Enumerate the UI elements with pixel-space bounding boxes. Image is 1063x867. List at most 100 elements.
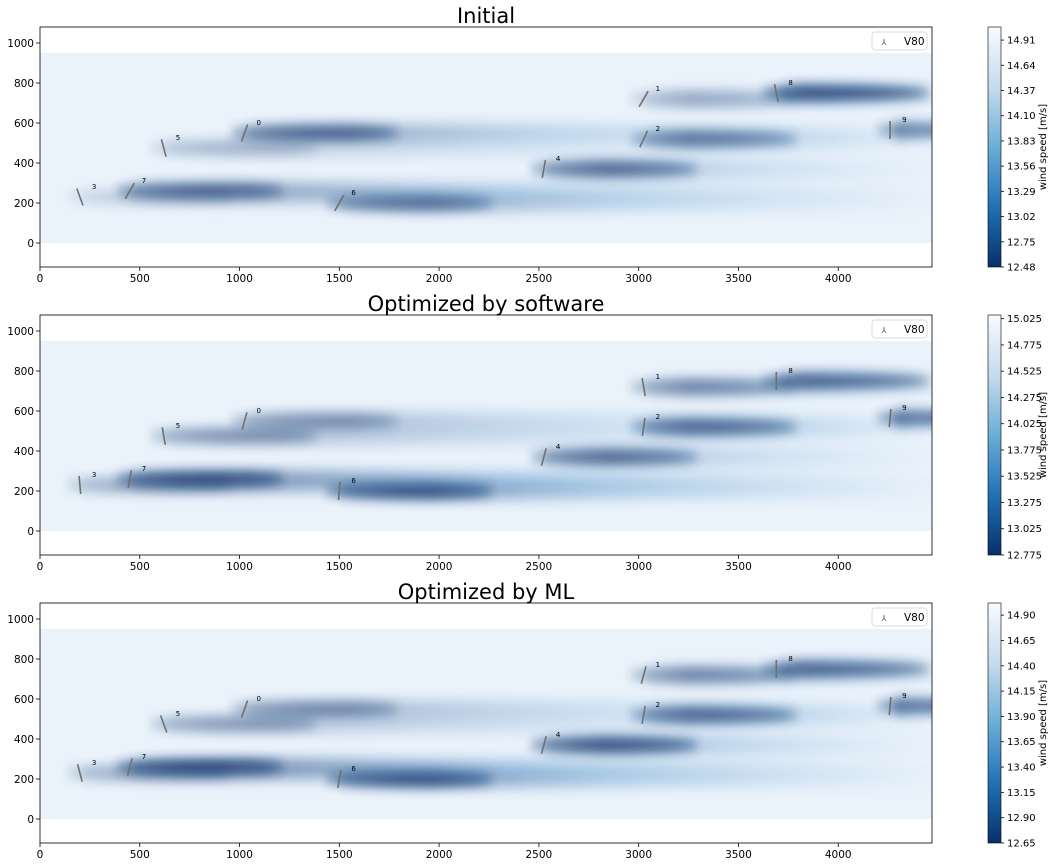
turbine-label-5: 5: [176, 710, 180, 718]
turbine-3[interactable]: [76, 188, 84, 206]
wake-4-core: [528, 451, 699, 463]
turbine-4[interactable]: [540, 736, 547, 754]
turbine-2[interactable]: [641, 417, 646, 437]
turbine-6[interactable]: [334, 194, 345, 212]
colorbar-label: wind speed [m/s]: [1038, 680, 1049, 766]
turbine-label-4: 4: [556, 731, 561, 739]
turbine-label-5: 5: [176, 422, 180, 430]
turbine-label-0: 0: [257, 119, 261, 127]
turbine-label-4: 4: [556, 155, 561, 163]
wake-4-core: [528, 163, 699, 175]
turbine-9[interactable]: [888, 408, 892, 428]
turbine-1[interactable]: [638, 90, 649, 108]
turbine-label-8: 8: [788, 79, 792, 87]
colorbar-tick-label: 14.10: [1007, 111, 1036, 122]
colorbar-label: wind speed [m/s]: [1038, 392, 1049, 478]
panel-title: Optimized by ML: [398, 580, 575, 604]
turbine-0[interactable]: [240, 700, 249, 718]
turbine-7[interactable]: [124, 182, 135, 200]
x-tick-label: 3500: [725, 849, 752, 861]
turbine-label-9: 9: [902, 692, 906, 700]
turbine-5[interactable]: [159, 715, 168, 733]
wake-7-diffuse: [129, 182, 932, 200]
legend-label: V80: [904, 324, 925, 336]
colorbar-tick-label: 12.75: [1007, 237, 1036, 248]
colorbar-tick-label: 14.275: [1007, 393, 1042, 404]
colorbar-tick-label: 13.65: [1007, 737, 1036, 748]
turbine-1[interactable]: [641, 377, 646, 397]
wake-8-core: [761, 663, 932, 675]
colorbar-tick-label: 12.775: [1007, 551, 1042, 562]
wake-9-core: [875, 700, 932, 712]
turbine-2[interactable]: [639, 130, 649, 148]
colorbar: 12.775 13.025 13.275 13.525 13.775 14.025 14.2…: [987, 314, 1049, 562]
turbine-label-3: 3: [92, 183, 96, 191]
turbine-label-2: 2: [656, 701, 660, 709]
colorbar-tick-label: 14.525: [1007, 367, 1042, 378]
x-tick-label: 2000: [426, 849, 453, 861]
x-tick-label: 4000: [825, 849, 852, 861]
x-tick-label: 2500: [526, 561, 553, 573]
x-tick-label: 3000: [625, 561, 652, 573]
turbine-5[interactable]: [160, 139, 167, 157]
turbine-4[interactable]: [541, 159, 547, 179]
colorbar-tick-label: 12.65: [1007, 839, 1036, 850]
turbine-6[interactable]: [337, 769, 342, 789]
turbine-4[interactable]: [540, 448, 547, 466]
turbine-8[interactable]: [773, 84, 779, 102]
colorbar-tick-label: 14.15: [1007, 687, 1036, 698]
y-tick-label: 400: [14, 158, 34, 170]
wake-8-core: [761, 87, 932, 99]
turbine-label-0: 0: [257, 695, 261, 703]
legend-box: [871, 31, 928, 51]
plot-frame: [39, 26, 933, 268]
x-tick-label: 1000: [226, 849, 253, 861]
turbine-label-1: 1: [656, 661, 660, 669]
turbine-7[interactable]: [127, 469, 133, 489]
turbine-7[interactable]: [126, 758, 133, 776]
turbine-5[interactable]: [161, 426, 167, 446]
colorbar-tick-label: 13.775: [1007, 445, 1042, 456]
x-tick-label: 1500: [326, 561, 353, 573]
colorbar-tick-label: 12.90: [1007, 813, 1036, 824]
wake-7-diffuse: [129, 470, 932, 488]
y-tick-label: 1000: [7, 326, 34, 338]
panel-title: Optimized by software: [368, 292, 605, 316]
x-tick-label: 0: [37, 561, 44, 573]
turbine-1[interactable]: [640, 666, 647, 684]
colorbar-tick-label: 14.025: [1007, 419, 1042, 430]
turbine-label-4: 4: [556, 443, 561, 451]
y-tick-label: 600: [14, 406, 34, 418]
turbine-6[interactable]: [337, 481, 341, 501]
colorbar-tick-label: 14.37: [1007, 86, 1036, 97]
wake-5-core: [148, 142, 319, 154]
colorbar-tick-label: 13.025: [1007, 524, 1042, 535]
x-tick-label: 1000: [226, 561, 253, 573]
turbine-0[interactable]: [241, 412, 248, 430]
panel-title: Initial: [457, 4, 515, 28]
y-tick-label: 0: [27, 238, 34, 250]
turbine-9[interactable]: [888, 696, 892, 716]
colorbar: 12.48 12.75 13.02 13.29 13.56 13.83 14.10 14.37…: [987, 26, 1049, 274]
legend: ⅄ V80: [871, 31, 928, 51]
wake-4-core: [528, 739, 699, 751]
x-tick-label: 2000: [426, 273, 453, 285]
wake-7-diffuse: [129, 758, 932, 776]
turbine-label-7: 7: [142, 465, 146, 473]
turbine-0[interactable]: [240, 124, 249, 142]
colorbar-tick-label: 14.90: [1007, 611, 1036, 622]
turbine-3[interactable]: [76, 764, 83, 782]
turbine-label-6: 6: [351, 765, 356, 773]
wake-5-core: [148, 718, 319, 730]
wake-9-core: [875, 124, 932, 136]
colorbar-tick-label: 13.83: [1007, 136, 1036, 147]
wake-5-diffuse: [163, 139, 932, 157]
wake-0-core: [229, 415, 400, 427]
turbine-2[interactable]: [641, 705, 646, 725]
colorbar-tick-label: 13.02: [1007, 212, 1036, 223]
turbine-label-3: 3: [92, 759, 96, 767]
turbine-3[interactable]: [78, 475, 82, 495]
